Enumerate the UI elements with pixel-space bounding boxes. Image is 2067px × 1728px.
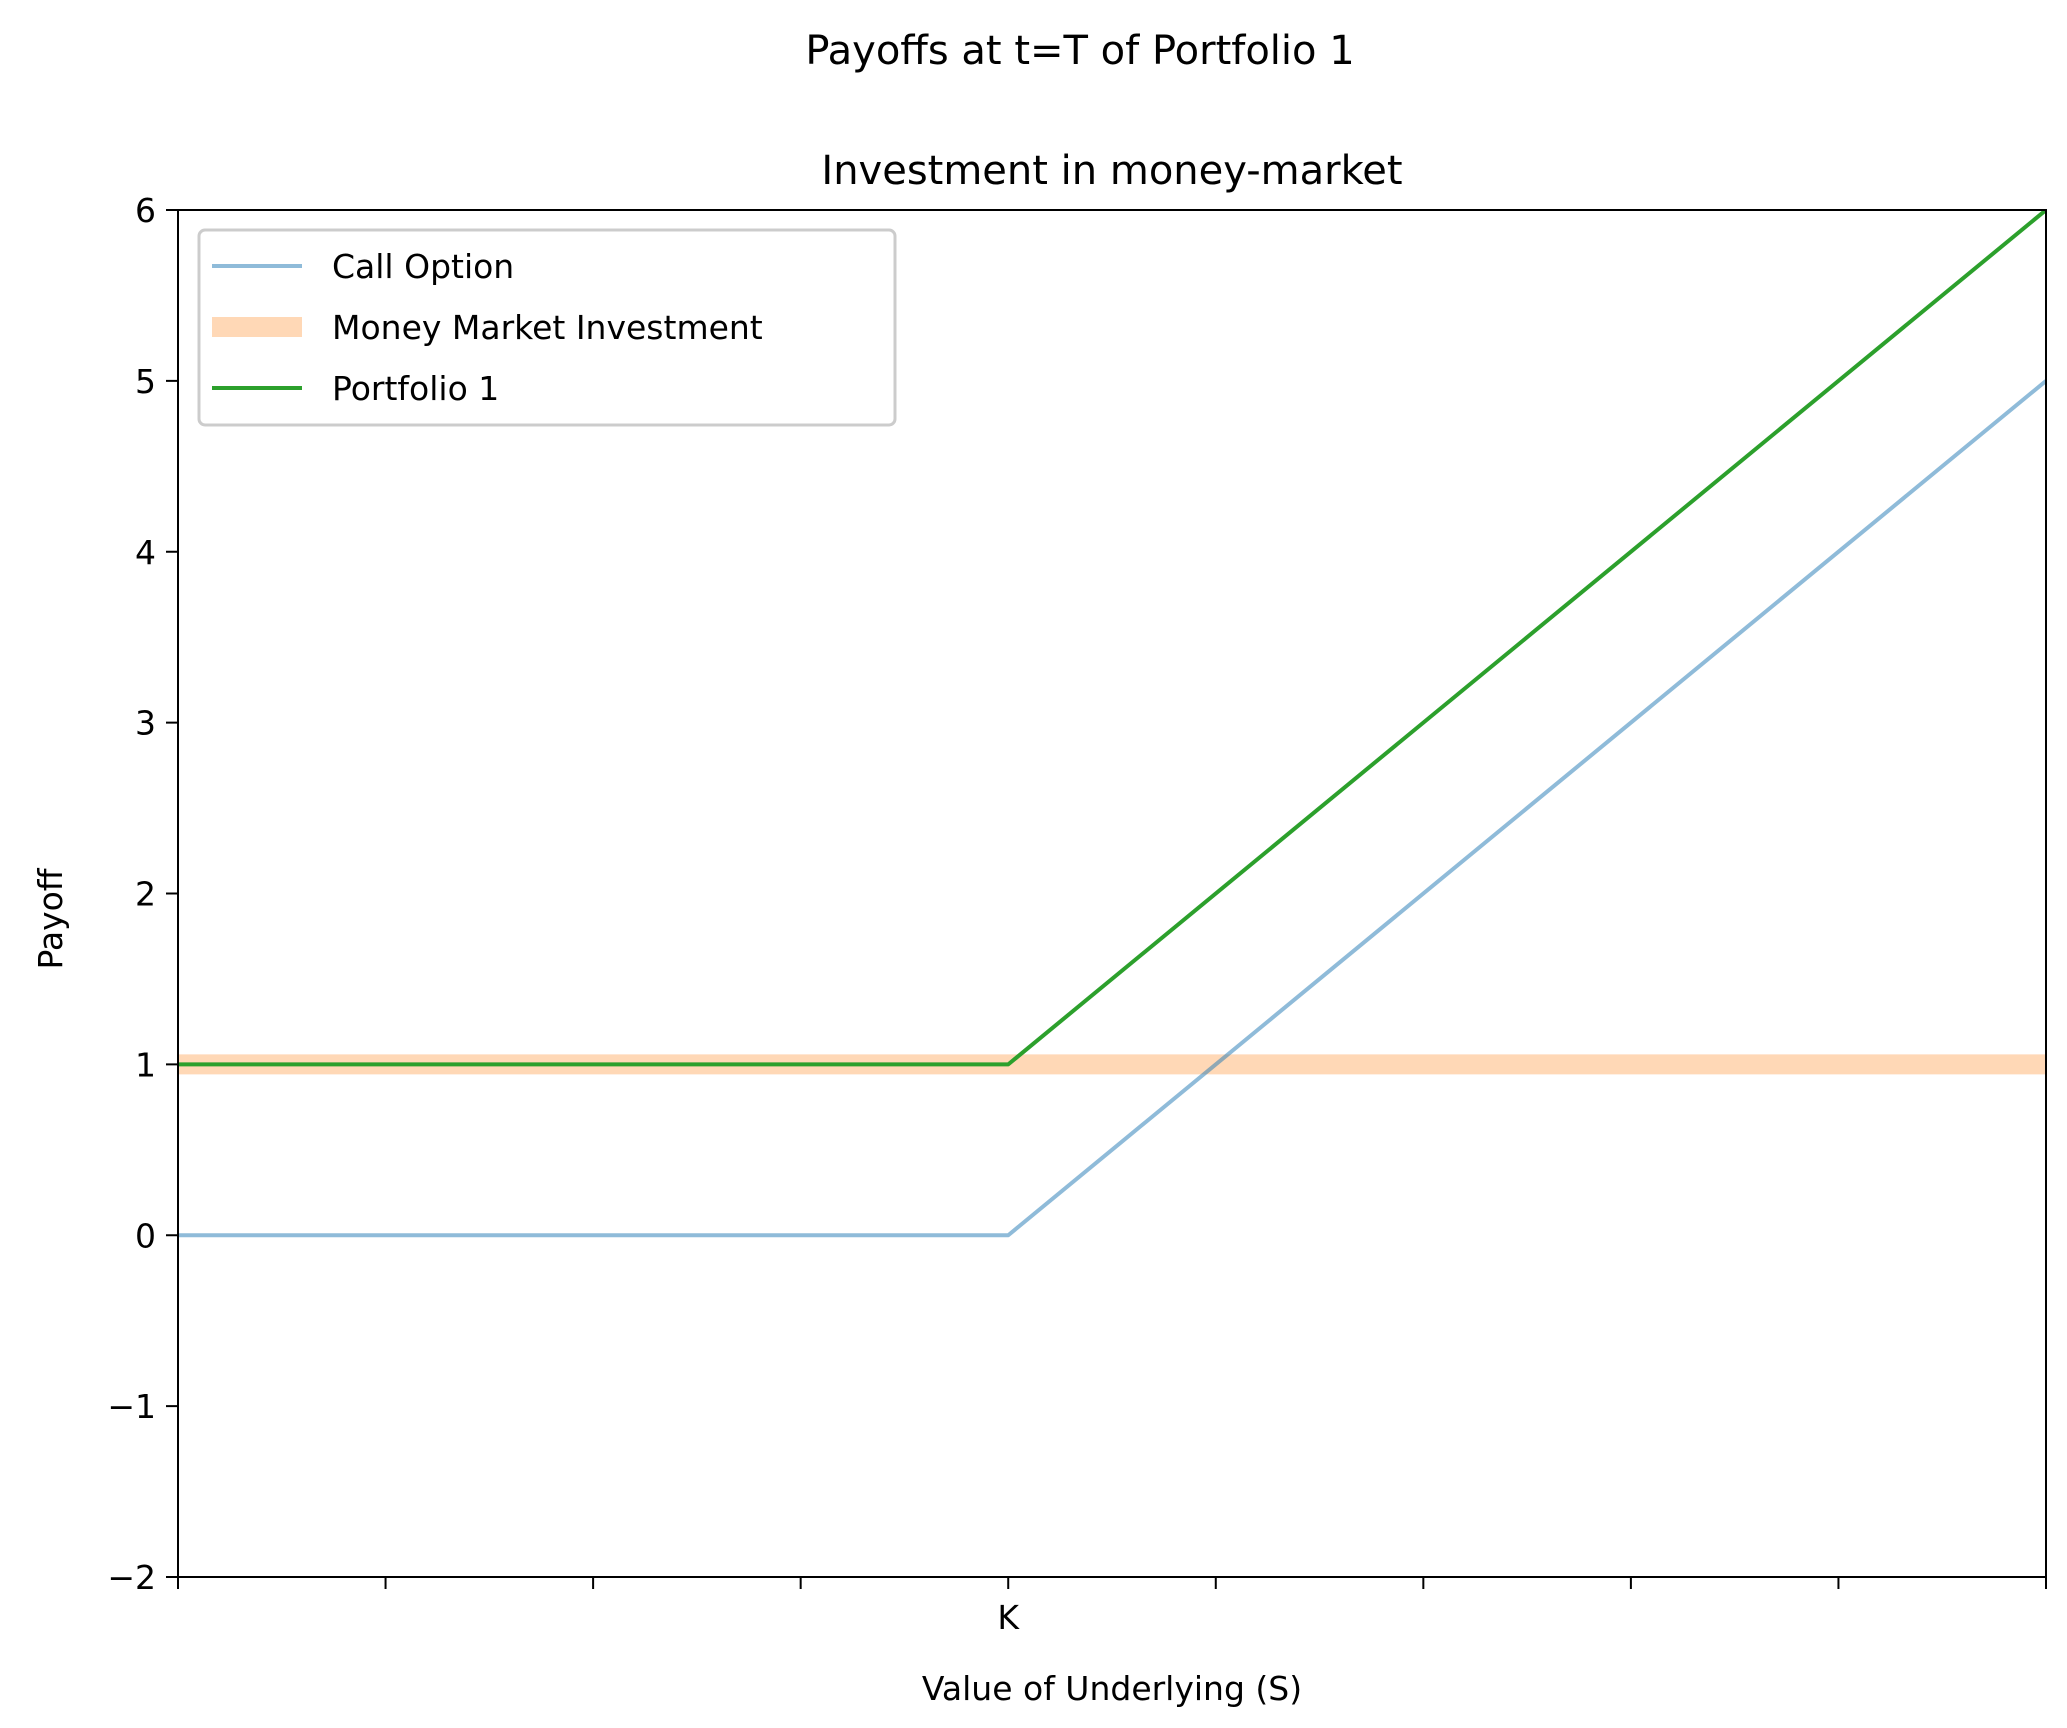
x-tick-label-4: K bbox=[997, 1598, 1020, 1637]
x-axis-label: Value of Underlying (S) bbox=[922, 1669, 1302, 1708]
series-line-0 bbox=[178, 379, 2046, 1238]
chart-suptitle: Payoffs at t=T of Portfolio 1 bbox=[805, 28, 1354, 74]
ticks-layer: −2 −1 0 1 2 3 4 5 6 K bbox=[107, 191, 2047, 1637]
legend-label-2: Portfolio 1 bbox=[332, 369, 499, 408]
y-tick-label-6: 4 bbox=[135, 533, 156, 572]
plot-frame bbox=[177, 209, 2047, 1578]
y-tick-label-1: −1 bbox=[107, 1387, 156, 1426]
series-layer bbox=[178, 210, 2046, 1238]
y-axis-label: Payoff bbox=[31, 867, 70, 969]
y-tick-label-4: 2 bbox=[135, 875, 156, 914]
series-line-2 bbox=[178, 210, 2046, 1067]
legend-box bbox=[197, 228, 897, 427]
y-tick-label-7: 5 bbox=[135, 362, 156, 401]
chart-title: Investment in money-market bbox=[821, 148, 1402, 194]
y-tick-label-0: −2 bbox=[107, 1558, 156, 1597]
legend-label-1: Money Market Investment bbox=[332, 308, 763, 347]
legend: Call Option Money Market Investment Portfo… bbox=[197, 228, 897, 427]
y-tick-label-8: 6 bbox=[135, 191, 156, 230]
y-tick-label-2: 0 bbox=[135, 1216, 156, 1255]
y-tick-label-5: 3 bbox=[135, 704, 156, 743]
y-tick-label-3: 1 bbox=[135, 1045, 156, 1084]
legend-label-0: Call Option bbox=[332, 247, 514, 286]
